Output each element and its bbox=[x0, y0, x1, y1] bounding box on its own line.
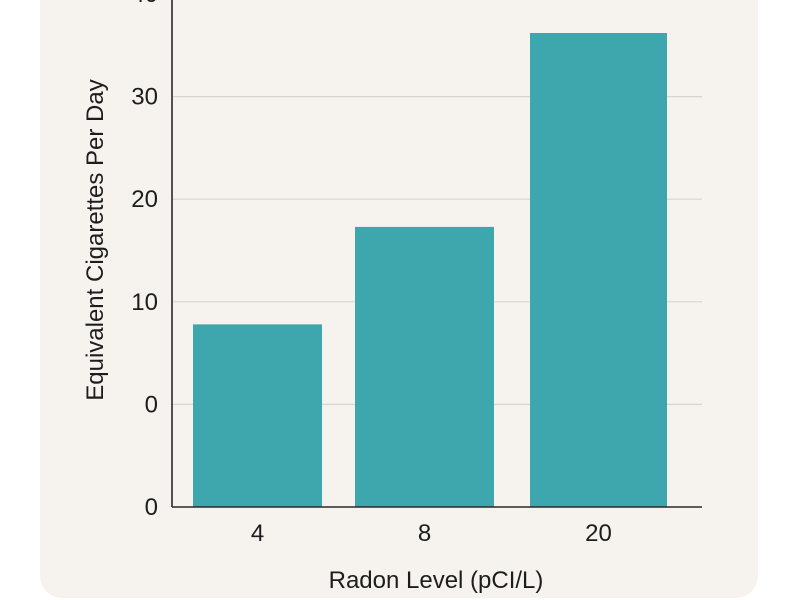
bar-20 bbox=[530, 32, 667, 507]
y-tick-labels: 40 30 20 10 0 0 bbox=[131, 0, 158, 521]
x-axis-title: Radon Level (pCI/L) bbox=[329, 567, 544, 594]
y-tick-label: 10 bbox=[131, 289, 158, 316]
bar-8 bbox=[355, 226, 494, 508]
x-tick-label: 20 bbox=[585, 520, 612, 547]
y-tick-label: 0 bbox=[145, 494, 158, 521]
x-tick-label: 4 bbox=[251, 520, 264, 547]
bar-4 bbox=[193, 324, 322, 507]
x-tick-labels: 4 8 20 bbox=[251, 520, 612, 547]
y-axis-title: Equivalent Cigarettes Per Day bbox=[82, 79, 109, 401]
y-tick-label: 0 bbox=[145, 391, 158, 418]
axes bbox=[171, 0, 702, 508]
y-tick-label: 20 bbox=[131, 186, 158, 213]
x-tick-label: 8 bbox=[418, 520, 431, 547]
y-tick-label: 30 bbox=[131, 84, 158, 111]
y-tick-label: 40 bbox=[131, 0, 158, 8]
bars bbox=[193, 32, 667, 508]
